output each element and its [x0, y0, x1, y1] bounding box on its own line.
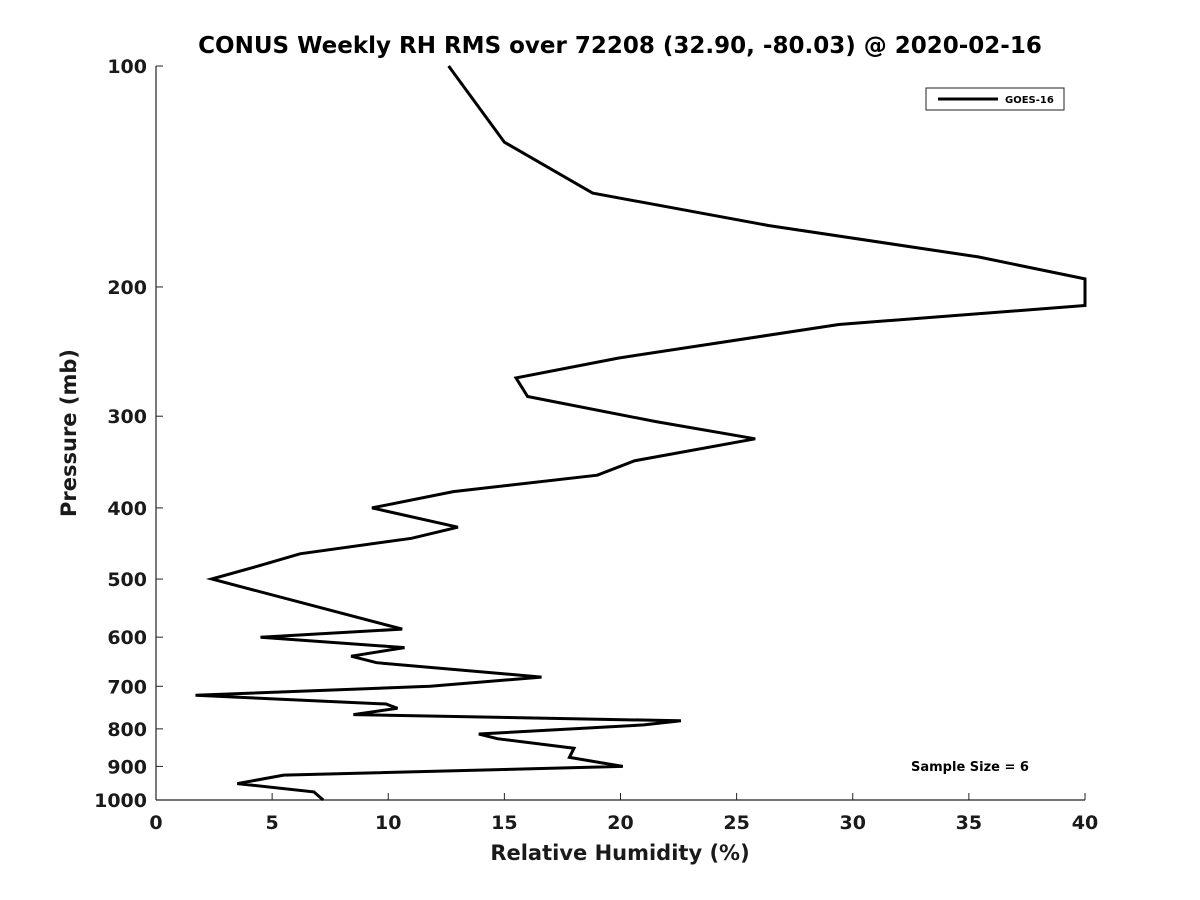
x-tick-label: 35 [956, 812, 982, 834]
x-tick-label: 10 [375, 812, 401, 834]
x-tick-label: 5 [266, 812, 279, 834]
y-tick-label: 700 [107, 676, 147, 698]
x-tick-label: 30 [840, 812, 866, 834]
y-tick-label: 600 [107, 627, 147, 649]
y-tick-label: 900 [107, 756, 147, 778]
x-tick-label: 15 [491, 812, 517, 834]
y-tick-label: 400 [107, 498, 147, 520]
chart-title: CONUS Weekly RH RMS over 72208 (32.90, -… [198, 33, 1042, 59]
y-axis-ticks: 100 200 300 400 500 600 700 800 900 1000 [94, 56, 163, 812]
x-axis-ticks: 0 5 10 15 20 25 30 35 40 [149, 793, 1098, 834]
y-tick-label: 800 [107, 719, 147, 741]
series-line-goes-16 [195, 65, 1087, 802]
y-axis-label: Pressure (mb) [57, 349, 81, 517]
legend-label-goes-16: GOES-16 [1005, 95, 1054, 106]
legend: GOES-16 [925, 87, 1065, 111]
y-tick-label: 500 [107, 569, 147, 591]
y-tick-label: 1000 [94, 790, 147, 812]
sample-size-annotation: Sample Size = 6 [911, 760, 1029, 775]
y-tick-label: 200 [107, 277, 147, 299]
x-axis-label: Relative Humidity (%) [490, 841, 749, 865]
x-tick-label: 25 [723, 812, 749, 834]
y-tick-label: 300 [107, 406, 147, 428]
x-tick-label: 0 [149, 812, 162, 834]
series-group [195, 65, 1087, 802]
x-tick-label: 40 [1072, 812, 1098, 834]
y-tick-label: 100 [107, 56, 147, 78]
plot-area-frame [156, 66, 1085, 800]
x-tick-label: 20 [607, 812, 633, 834]
